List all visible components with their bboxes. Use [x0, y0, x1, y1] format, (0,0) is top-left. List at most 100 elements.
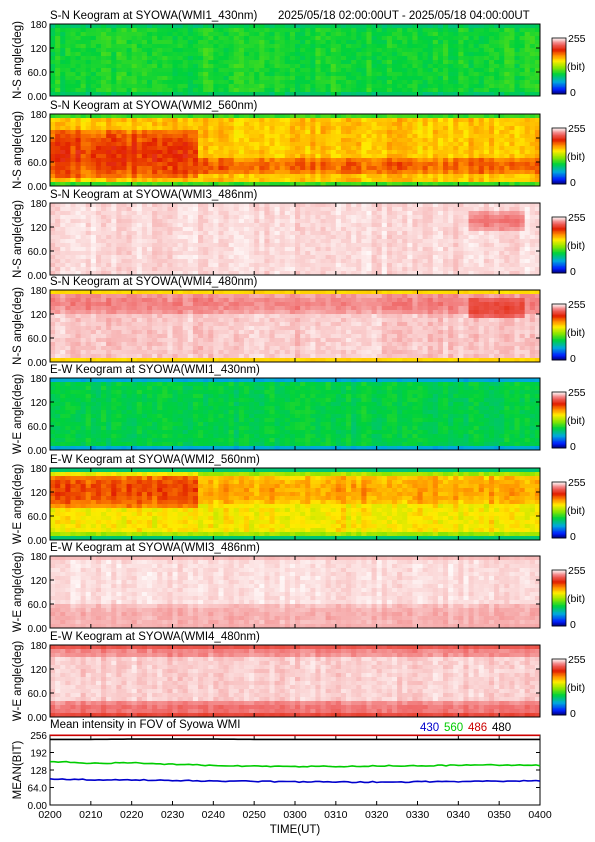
heatmap-cell: [55, 219, 61, 224]
heatmap-cell: [213, 263, 219, 268]
heatmap-cell: [95, 154, 102, 159]
heatmap-cell: [152, 48, 158, 53]
heatmap-cell: [524, 146, 531, 151]
heatmap-cell: [254, 227, 260, 232]
heatmap-cell: [397, 56, 403, 61]
heatmap-cell: [116, 182, 122, 187]
heatmap-cell: [534, 36, 541, 41]
heatmap-cell: [101, 24, 107, 29]
heatmap-cell: [468, 142, 475, 147]
heatmap-cell: [264, 211, 270, 216]
heatmap-cell: [458, 154, 464, 159]
heatmap-cell: [152, 219, 158, 224]
heatmap-cell: [243, 263, 250, 268]
heatmap-cell: [488, 36, 495, 41]
heatmap-cell: [198, 76, 204, 81]
heatmap-cell: [432, 223, 439, 228]
heatmap-cell: [85, 255, 92, 260]
heatmap-cell: [90, 154, 97, 159]
heatmap-cell: [187, 174, 194, 179]
heatmap-cell: [106, 130, 112, 135]
heatmap-cell: [182, 56, 189, 61]
heatmap-cell: [427, 215, 434, 220]
heatmap-cell: [264, 207, 270, 212]
heatmap-cell: [259, 80, 265, 85]
heatmap-cell: [361, 92, 367, 97]
heatmap-cell: [269, 150, 275, 155]
heatmap-cell: [422, 64, 429, 69]
heatmap-cell: [279, 80, 286, 85]
heatmap-cell: [305, 170, 311, 175]
heatmap-cell: [320, 36, 327, 41]
heatmap-cell: [264, 215, 270, 220]
heatmap-cell: [60, 32, 66, 37]
heatmap-cell: [325, 72, 332, 77]
heatmap-cell: [192, 44, 199, 49]
heatmap-cell: [55, 28, 61, 33]
heatmap-cell: [346, 203, 352, 208]
heatmap-cell: [504, 150, 510, 155]
heatmap-cell: [80, 247, 87, 252]
heatmap-cell: [412, 60, 418, 65]
heatmap-cell: [243, 150, 250, 155]
heatmap-cell: [152, 134, 158, 139]
heatmap-cell: [90, 150, 97, 155]
heatmap-cell: [95, 80, 102, 85]
heatmap-cell: [70, 255, 76, 260]
heatmap-cell: [504, 166, 510, 171]
heatmap-cell: [397, 134, 403, 139]
heatmap-cell: [136, 92, 143, 97]
heatmap-cell: [162, 158, 168, 163]
heatmap-cell: [351, 223, 357, 228]
heatmap-cell: [397, 219, 403, 224]
heatmap-cell: [514, 56, 520, 61]
heatmap-cell: [101, 227, 107, 232]
heatmap-cell: [361, 271, 367, 276]
heatmap-cell: [187, 24, 194, 29]
heatmap-cell: [289, 182, 296, 187]
heatmap-cell: [407, 243, 413, 248]
heatmap-cell: [300, 255, 306, 260]
heatmap-cell: [213, 72, 219, 77]
heatmap-cell: [351, 203, 357, 208]
heatmap-cell: [519, 24, 526, 29]
heatmap-cell: [279, 231, 286, 236]
heatmap-cell: [116, 134, 122, 139]
heatmap-cell: [376, 251, 383, 256]
y-tick-label: 180: [30, 20, 47, 31]
heatmap-cell: [386, 88, 393, 93]
heatmap-cell: [213, 142, 219, 147]
heatmap-cell: [187, 219, 194, 224]
heatmap-cell: [391, 44, 398, 49]
heatmap-cell: [351, 251, 357, 256]
heatmap-cell: [238, 64, 245, 69]
heatmap-cell: [335, 36, 342, 41]
heatmap-cell: [192, 211, 199, 216]
heatmap-cell: [101, 114, 107, 119]
heatmap-cell: [136, 255, 143, 260]
heatmap-cell: [412, 84, 418, 89]
heatmap-cell: [320, 84, 327, 89]
heatmap-cell: [116, 203, 122, 208]
heatmap-cell: [141, 44, 148, 49]
heatmap-cell: [519, 114, 526, 119]
heatmap-cell: [106, 154, 112, 159]
heatmap-cell: [238, 40, 245, 45]
heatmap-cell: [203, 235, 209, 240]
heatmap-cell: [106, 263, 112, 268]
heatmap-cell: [284, 60, 291, 65]
heatmap-cell: [305, 150, 311, 155]
heatmap-cell: [340, 231, 347, 236]
heatmap-cell: [264, 255, 270, 260]
heatmap-cell: [177, 92, 184, 97]
heatmap-cell: [269, 235, 275, 240]
heatmap-cell: [228, 219, 235, 224]
heatmap-cell: [269, 247, 275, 252]
heatmap-cell: [448, 182, 454, 187]
heatmap-cell: [75, 44, 82, 49]
heatmap-cell: [279, 247, 286, 252]
heatmap-cell: [208, 126, 214, 131]
heatmap-cell: [340, 251, 347, 256]
heatmap-cell: [361, 247, 367, 252]
heatmap-cell: [116, 251, 122, 256]
